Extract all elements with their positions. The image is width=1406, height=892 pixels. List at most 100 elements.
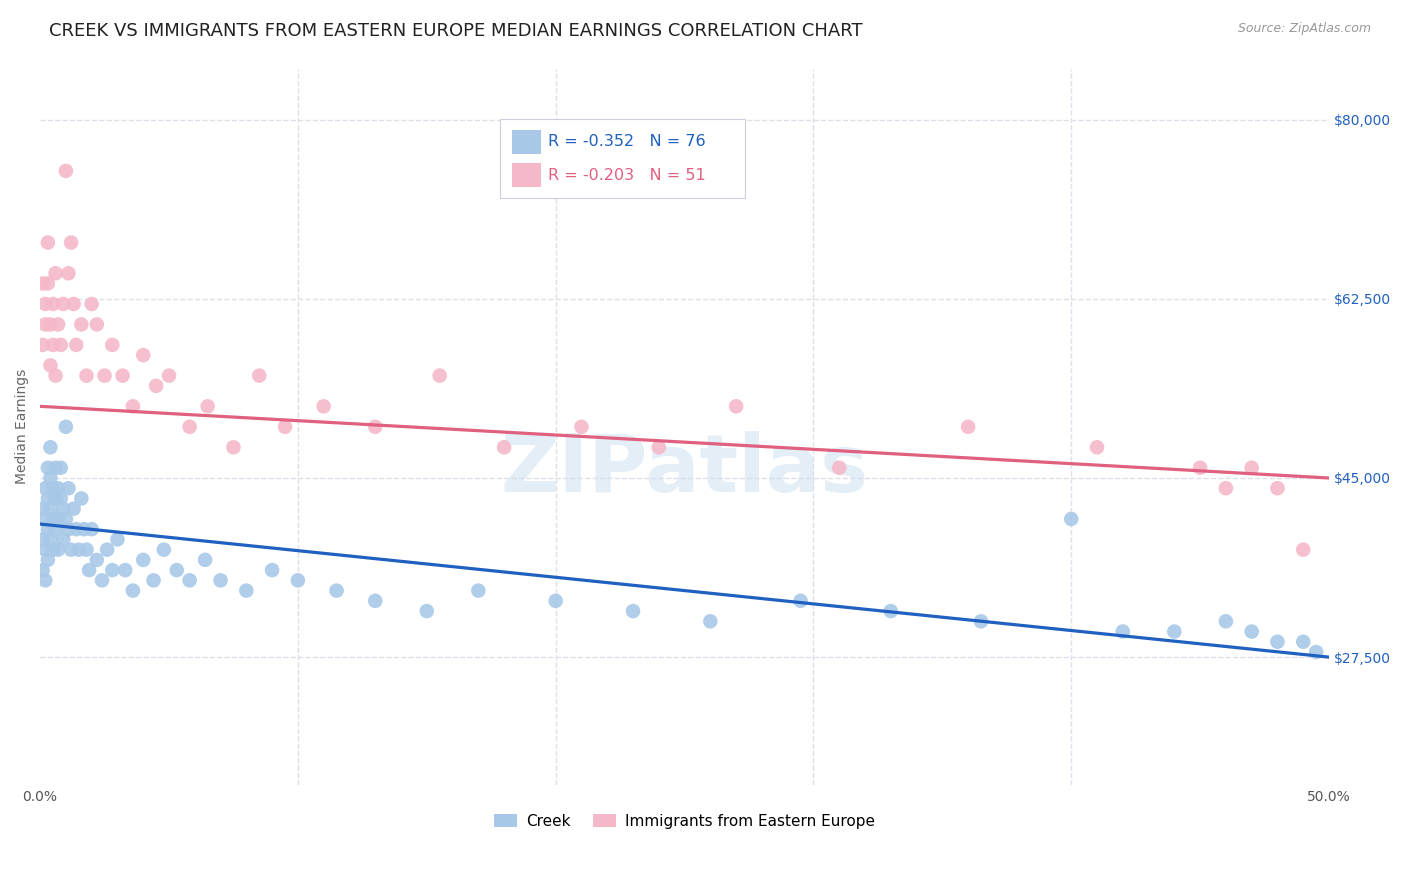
Point	[58, 522, 80, 536]
Point	[45, 460, 67, 475]
Point	[157, 368, 180, 383]
Point	[122, 583, 145, 598]
Point	[1267, 481, 1289, 495]
Point	[648, 440, 671, 454]
Point	[37, 491, 59, 506]
Point	[114, 563, 136, 577]
Point	[86, 318, 108, 332]
Point	[122, 400, 145, 414]
Point	[222, 440, 245, 454]
Point	[91, 574, 114, 588]
Point	[101, 338, 124, 352]
Point	[789, 594, 811, 608]
Point	[1292, 542, 1315, 557]
Point	[73, 522, 96, 536]
Text: ZIPatlas: ZIPatlas	[501, 431, 869, 508]
Point	[42, 481, 65, 495]
Point	[49, 491, 72, 506]
Point	[209, 574, 232, 588]
Point	[1292, 634, 1315, 648]
Point	[96, 542, 118, 557]
Point	[55, 419, 77, 434]
Point	[45, 522, 67, 536]
Point	[1267, 634, 1289, 648]
Text: CREEK VS IMMIGRANTS FROM EASTERN EUROPE MEDIAN EARNINGS CORRELATION CHART: CREEK VS IMMIGRANTS FROM EASTERN EUROPE …	[49, 22, 863, 40]
Point	[86, 553, 108, 567]
Point	[153, 542, 176, 557]
Point	[34, 574, 56, 588]
Point	[45, 368, 67, 383]
Point	[416, 604, 439, 618]
Point	[45, 491, 67, 506]
Point	[31, 501, 53, 516]
Point	[1240, 460, 1263, 475]
Point	[1215, 481, 1237, 495]
Point	[62, 501, 84, 516]
Text: R = -0.352   N = 76: R = -0.352 N = 76	[548, 135, 706, 150]
Point	[39, 501, 62, 516]
Point	[77, 563, 100, 577]
Point	[101, 563, 124, 577]
Text: Source: ZipAtlas.com: Source: ZipAtlas.com	[1237, 22, 1371, 36]
Point	[621, 604, 644, 618]
Point	[34, 318, 56, 332]
Point	[235, 583, 257, 598]
Point	[62, 297, 84, 311]
Point	[39, 440, 62, 454]
Point	[145, 379, 167, 393]
Point	[132, 553, 155, 567]
Point	[34, 481, 56, 495]
Point	[312, 400, 335, 414]
Point	[197, 400, 219, 414]
Point	[37, 277, 59, 291]
Point	[571, 419, 593, 434]
Point	[67, 542, 90, 557]
Point	[34, 542, 56, 557]
Point	[93, 368, 115, 383]
Point	[65, 338, 87, 352]
Point	[39, 318, 62, 332]
Point	[325, 583, 347, 598]
Point	[58, 481, 80, 495]
Point	[70, 318, 93, 332]
Point	[725, 400, 748, 414]
Point	[42, 297, 65, 311]
Point	[247, 368, 270, 383]
Point	[287, 574, 309, 588]
Point	[166, 563, 188, 577]
Point	[1215, 615, 1237, 629]
Point	[37, 522, 59, 536]
Point	[49, 338, 72, 352]
Point	[39, 359, 62, 373]
Point	[364, 594, 387, 608]
Point	[76, 368, 98, 383]
Point	[179, 419, 201, 434]
Point	[957, 419, 980, 434]
Point	[37, 460, 59, 475]
Point	[107, 533, 129, 547]
Point	[60, 542, 83, 557]
Point	[55, 164, 77, 178]
Point	[262, 563, 284, 577]
Point	[429, 368, 451, 383]
Point	[49, 460, 72, 475]
Point	[1060, 512, 1083, 526]
Point	[80, 522, 103, 536]
Point	[467, 583, 489, 598]
Point	[828, 460, 851, 475]
Text: R = -0.203   N = 51: R = -0.203 N = 51	[548, 168, 706, 183]
Point	[1189, 460, 1212, 475]
Point	[34, 297, 56, 311]
Point	[1112, 624, 1135, 639]
Point	[31, 338, 53, 352]
Point	[39, 533, 62, 547]
Y-axis label: Median Earnings: Median Earnings	[15, 369, 30, 484]
Point	[65, 522, 87, 536]
Point	[46, 512, 69, 526]
Point	[39, 471, 62, 485]
Point	[42, 542, 65, 557]
Point	[46, 481, 69, 495]
Point	[70, 491, 93, 506]
Point	[52, 533, 75, 547]
Point	[544, 594, 567, 608]
